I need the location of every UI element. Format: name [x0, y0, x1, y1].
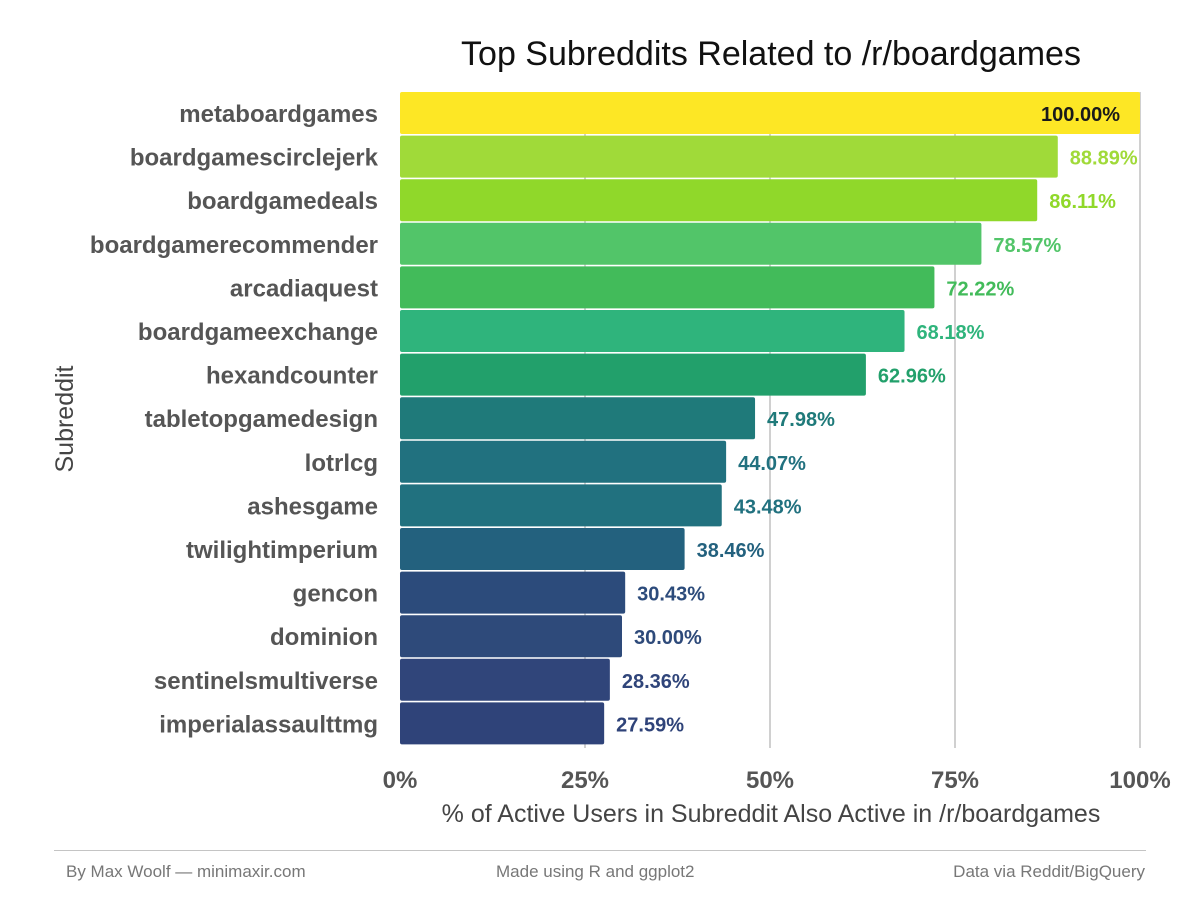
- category-label: boardgamescirclejerk: [130, 145, 379, 172]
- bar: [400, 397, 756, 440]
- value-label: 62.96%: [878, 366, 946, 388]
- x-axis-label: % of Active Users in Subreddit Also Acti…: [442, 800, 1101, 828]
- bar: [400, 179, 1038, 222]
- category-label: boardgamedeals: [187, 188, 378, 215]
- bar: [400, 266, 935, 309]
- value-label: 44.07%: [738, 453, 806, 475]
- bars: [400, 92, 1140, 745]
- category-label: lotrlcg: [305, 450, 378, 477]
- x-tick-label: 0%: [383, 767, 418, 794]
- value-label: 27.59%: [616, 714, 684, 736]
- value-label: 30.43%: [637, 584, 705, 606]
- bar: [400, 658, 610, 701]
- value-label: 86.11%: [1049, 191, 1116, 213]
- value-label: 78.57%: [993, 235, 1061, 257]
- category-label: imperialassaulttmg: [159, 711, 378, 738]
- category-label: arcadiaquest: [230, 275, 378, 302]
- footer-divider: [54, 850, 1146, 851]
- bar: [400, 484, 722, 527]
- category-label: gencon: [293, 581, 378, 608]
- bar: [400, 135, 1058, 178]
- category-label: hexandcounter: [206, 363, 378, 390]
- footer-credit: By Max Woolf — minimaxir.com: [66, 862, 306, 881]
- value-label: 30.00%: [634, 627, 702, 649]
- value-labels: 100.00% 88.89% 86.11% 78.57% 72.22% 68.18% 62.…: [616, 104, 1138, 736]
- category-label: boardgameexchange: [138, 319, 378, 346]
- footer-tooling: Made using R and ggplot2: [496, 862, 695, 881]
- value-label: 72.22%: [946, 278, 1014, 300]
- x-tick-label: 50%: [746, 767, 794, 794]
- x-tick-label: 25%: [561, 767, 609, 794]
- footer-source: Data via Reddit/BigQuery: [953, 862, 1145, 881]
- value-label: 38.46%: [697, 540, 765, 562]
- chart-title: Top Subreddits Related to /r/boardgames: [461, 35, 1081, 73]
- value-label: 47.98%: [767, 409, 835, 431]
- bar: [400, 353, 866, 396]
- category-label: twilightimperium: [186, 537, 378, 564]
- category-label: boardgamerecommender: [90, 232, 378, 259]
- category-label: tabletopgamedesign: [145, 406, 378, 433]
- value-label: 88.89%: [1070, 148, 1138, 170]
- category-label: dominion: [270, 624, 378, 651]
- value-label: 100.00%: [1041, 104, 1120, 126]
- x-tick-label: 100%: [1109, 767, 1170, 794]
- x-tick-label: 75%: [931, 767, 979, 794]
- bar: [400, 571, 626, 614]
- bar: [400, 615, 622, 658]
- bar: [400, 222, 982, 265]
- y-axis-label: Subreddit: [51, 365, 79, 472]
- bar: [400, 92, 1140, 134]
- category-label: metaboardgames: [179, 101, 378, 128]
- bar: [400, 528, 685, 570]
- bar: [400, 702, 605, 745]
- x-axis-tick-labels: 0% 25% 50% 75% 100%: [383, 767, 1171, 794]
- value-label: 28.36%: [622, 671, 690, 693]
- bar: [400, 310, 905, 352]
- bar: [400, 440, 727, 483]
- category-label: sentinelsmultiverse: [154, 668, 378, 695]
- category-labels: metaboardgames boardgamescirclejerk boardg…: [90, 101, 379, 738]
- value-label: 43.48%: [734, 496, 802, 518]
- value-label: 68.18%: [917, 322, 985, 344]
- category-label: ashesgame: [247, 493, 378, 520]
